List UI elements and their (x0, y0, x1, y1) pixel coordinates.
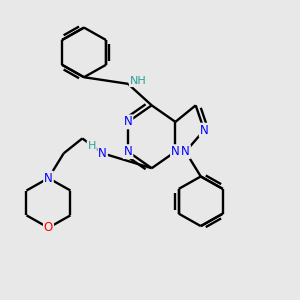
Text: O: O (44, 221, 53, 234)
Text: N: N (124, 145, 132, 158)
Text: H: H (88, 141, 96, 151)
Text: N: N (98, 147, 107, 160)
Text: N: N (44, 172, 53, 184)
Text: N: N (200, 124, 208, 136)
Text: N: N (124, 116, 132, 128)
Text: NH: NH (130, 76, 146, 86)
Text: N: N (181, 145, 190, 158)
Text: N: N (171, 145, 180, 158)
